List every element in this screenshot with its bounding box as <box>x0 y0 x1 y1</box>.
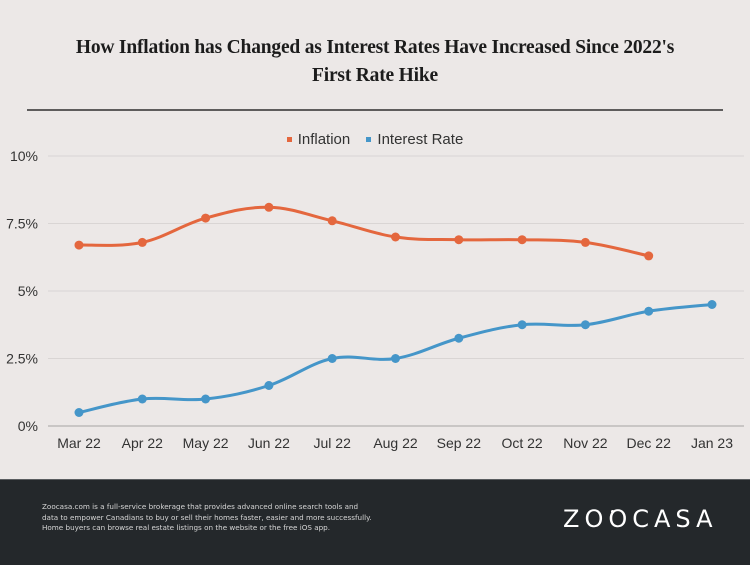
y-tick-label: 2.5% <box>6 351 38 367</box>
chart-title: How Inflation has Changed as Interest Ra… <box>0 34 750 90</box>
legend-swatch-inflation <box>286 137 292 142</box>
y-tick-label: 0% <box>18 418 38 434</box>
data-point-inflation <box>137 237 147 247</box>
zoocasa-logo: ZOOCASA <box>563 505 718 533</box>
footer-line-3: Home buyers can browse real estate listi… <box>42 523 331 532</box>
series-line-inflation <box>77 205 651 258</box>
logo-dot <box>611 510 614 513</box>
data-point-inflation <box>580 237 590 247</box>
legend-label-interest-rate: Interest Rate <box>377 131 464 148</box>
x-tick-label: Mar 22 <box>57 435 101 451</box>
x-tick-label: Oct 22 <box>501 435 542 451</box>
data-point-inflation <box>327 216 337 226</box>
data-point-inflation <box>201 213 211 223</box>
data-point-interest-rate <box>327 354 337 363</box>
data-point-interest-rate <box>454 333 464 343</box>
data-point-interest-rate <box>644 306 654 316</box>
footer-line-1: Zoocasa.com is a full-service brokerage … <box>42 502 359 511</box>
legend-item-inflation: Inflation <box>286 131 351 148</box>
legend-item-interest-rate: Interest Rate <box>366 131 463 148</box>
data-point-inflation <box>74 240 84 250</box>
legend-swatch-interest-rate <box>366 137 372 142</box>
x-tick-label: May 22 <box>183 435 229 451</box>
logo-text: ZOOCASA <box>563 505 718 533</box>
data-point-interest-rate <box>137 394 147 404</box>
chart-legend: Inflation Interest Rate <box>0 129 750 148</box>
data-point-inflation <box>264 202 274 212</box>
x-tick-label: Jan 23 <box>691 435 733 451</box>
x-tick-label: Jun 22 <box>248 435 290 451</box>
data-point-interest-rate <box>517 320 527 330</box>
title-divider <box>27 109 723 111</box>
x-tick-label: Dec 22 <box>627 435 672 451</box>
x-tick-label: Aug 22 <box>373 435 418 451</box>
data-point-interest-rate <box>74 408 84 417</box>
data-point-inflation <box>391 232 400 242</box>
y-tick-label: 5% <box>18 283 38 299</box>
data-point-interest-rate <box>264 381 274 390</box>
footer-line-2: data to empower Canadians to buy or sell… <box>42 512 372 522</box>
data-point-inflation <box>644 251 654 261</box>
legend-label-inflation: Inflation <box>297 131 351 148</box>
x-tick-label: Jul 22 <box>314 435 352 451</box>
data-point-interest-rate <box>201 394 211 404</box>
data-point-inflation <box>454 235 464 245</box>
footer: Zoocasa.com is a full-service brokerage … <box>0 479 750 565</box>
data-point-inflation <box>517 235 527 245</box>
x-tick-label: Nov 22 <box>563 435 608 451</box>
data-point-interest-rate <box>580 320 590 330</box>
chart-title-line-2: First Rate Hike <box>312 65 438 86</box>
data-point-interest-rate <box>707 300 717 309</box>
data-point-interest-rate <box>391 354 400 363</box>
y-tick-label: 7.5% <box>6 216 38 232</box>
x-tick-label: Sep 22 <box>437 435 482 451</box>
footer-description: Zoocasa.com is a full-service brokerage … <box>42 502 402 534</box>
y-tick-label: 10% <box>10 148 38 164</box>
x-tick-label: Apr 22 <box>122 435 163 451</box>
line-chart: 0% 2.5% 5% 7.5% 10% Mar 22 Apr 22 May 22 Jun 22 J… <box>6 148 744 451</box>
chart-title-line-1: How Inflation has Changed as Interest Ra… <box>75 37 675 58</box>
